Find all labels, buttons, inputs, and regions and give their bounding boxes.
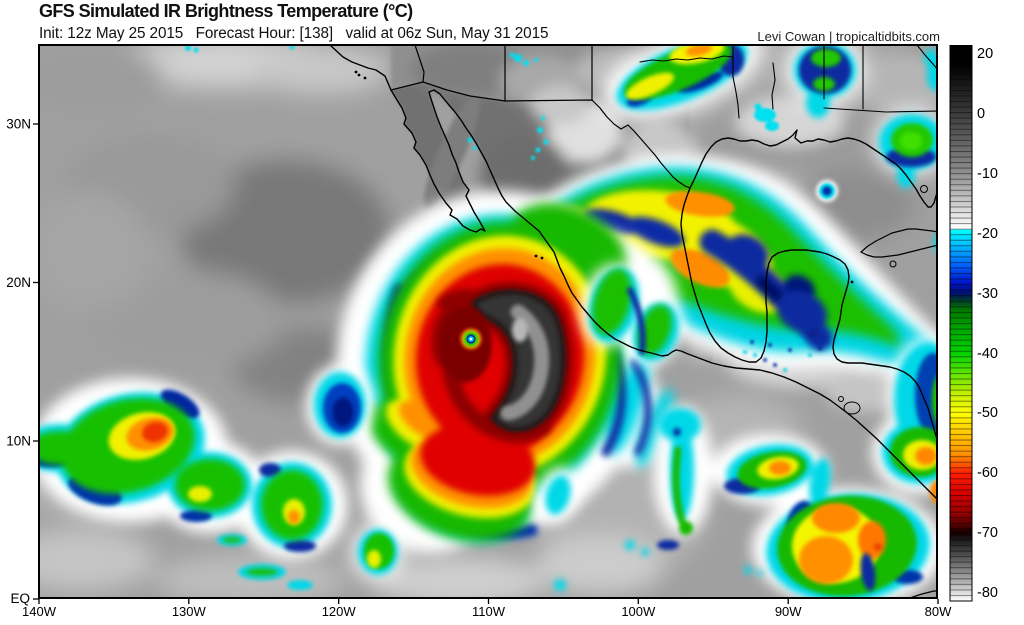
svg-text:-60: -60 — [977, 465, 998, 481]
svg-text:-50: -50 — [977, 405, 998, 421]
svg-text:110W: 110W — [472, 604, 506, 619]
svg-text:90W: 90W — [775, 604, 802, 619]
svg-text:-30: -30 — [977, 286, 998, 302]
svg-text:130W: 130W — [172, 604, 207, 619]
svg-text:20N: 20N — [6, 275, 31, 290]
svg-text:120W: 120W — [322, 604, 357, 619]
svg-text:30N: 30N — [6, 117, 31, 132]
svg-text:100W: 100W — [621, 604, 656, 619]
svg-text:EQ: EQ — [10, 591, 30, 606]
svg-text:-80: -80 — [977, 585, 998, 601]
svg-text:80W: 80W — [925, 604, 952, 619]
svg-text:10N: 10N — [6, 434, 31, 449]
svg-text:-10: -10 — [977, 166, 998, 182]
svg-text:0: 0 — [977, 106, 985, 122]
svg-text:-20: -20 — [977, 226, 998, 242]
svg-text:140W: 140W — [22, 604, 57, 619]
svg-text:20: 20 — [977, 46, 993, 62]
svg-text:-70: -70 — [977, 525, 998, 541]
svg-text:-40: -40 — [977, 346, 998, 362]
